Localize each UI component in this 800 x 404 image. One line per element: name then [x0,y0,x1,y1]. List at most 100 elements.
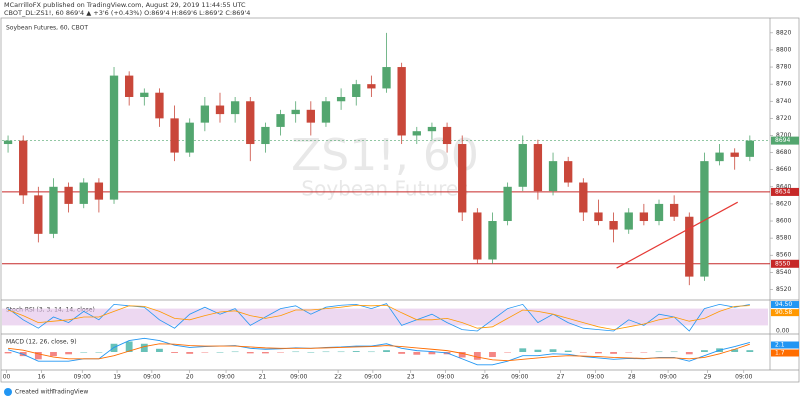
candle-body [488,221,497,260]
candle-body [34,195,43,234]
macd-histogram [534,349,542,352]
candle-body [291,109,300,115]
price-label-box [771,259,799,268]
macd-histogram [307,352,315,353]
y-tick-label: 8620 [776,200,791,207]
y-tick-label: 0.00 [776,328,790,335]
candle-body [261,126,270,145]
candle-body [397,67,406,136]
macd-histogram [140,343,148,352]
macd-histogram [4,352,12,354]
value-label: 94.50 [775,301,792,308]
y-tick-label: 8560 [776,252,791,259]
macd-histogram [367,351,375,353]
macd-histogram [610,352,617,354]
x-tick-label: 09:00 [290,374,307,381]
x-tick-label: 16 [38,374,46,381]
y-tick-label: 8680 [776,149,791,156]
candle-body [427,126,437,132]
macd-histogram [685,352,693,355]
x-tick-label: 09:00 [587,374,604,381]
footer-brand[interactable]: TradingView [51,389,88,396]
macd-histogram [731,349,739,352]
macd-histogram [352,351,360,352]
value-box [771,341,799,349]
candle-body [624,212,633,230]
y-tick-label: 8660 [776,166,791,173]
x-tick-label: 09:00 [659,374,676,381]
macd-histogram [156,348,163,352]
price-label: 8694 [775,137,790,144]
y-tick-label: 8800 [776,46,791,53]
brand-logo [4,388,12,396]
candle-body [276,114,285,127]
macd-histogram [65,352,73,355]
macd-line [8,343,750,362]
candle-body [306,109,315,123]
candle-body [79,182,88,204]
value-label: 2.1 [775,342,785,349]
candle-body [654,203,664,222]
macd-histogram [670,351,678,353]
candle-body [715,152,724,162]
macd-histogram [50,352,57,357]
y-tick-label: 8700 [776,132,791,139]
macd-histogram [746,350,754,352]
candle-body [639,212,649,222]
value-label: 1.7 [775,350,785,357]
x-tick-label: 09:00 [511,374,528,381]
y-tick-label: 8720 [776,115,791,122]
footer-created: Created with [15,389,54,396]
macd-line [7,337,750,366]
x-tick-label: 09:00 [143,374,160,381]
macd-histogram [216,352,224,353]
x-tick-label: 20 [186,374,194,381]
candle-body [230,101,240,115]
y-tick-label: 8520 [776,286,791,293]
x-tick-label: 09:00 [217,374,234,381]
macd-title: MACD (12, 26, close, 9) [6,339,77,346]
macd-histogram [246,352,254,354]
macd-histogram [595,352,602,354]
macd-histogram [398,352,406,354]
candle-body [700,161,709,277]
candle-body [533,144,543,192]
macd-histogram [80,352,88,353]
x-tick-label: 22 [334,374,342,381]
macd-histogram [322,351,330,353]
candle-body [367,84,376,89]
y-tick-label: 8820 [776,29,791,36]
candle-body [382,67,391,89]
x-tick-label: 09:00 [74,374,91,381]
candle-body [412,131,421,136]
macd-histogram [564,350,572,352]
price-label: 8550 [775,260,790,267]
x-tick-label: 26 [481,374,489,381]
x-tick-label: 09:00 [735,374,752,381]
candle-body [155,92,164,119]
stoch-line [7,304,750,331]
macd-histogram [549,349,557,352]
macd-histogram [201,352,209,353]
x-tick-label: 27 [557,374,565,381]
price-label-box [771,136,799,145]
macd-histogram [489,352,496,358]
candle-body [518,144,527,187]
x-tick-label: 00 [3,374,11,381]
candle-body [64,186,73,204]
candle-body [579,182,588,213]
candle-body [19,140,28,196]
candle-body [548,161,558,192]
value-label: 90.58 [775,309,792,316]
candle-body [458,144,467,213]
macd-histogram [337,351,345,353]
macd-histogram [383,350,390,352]
candle-body [246,101,255,145]
macd-histogram [701,350,708,352]
macd-histogram [655,351,663,353]
macd-histogram [95,352,103,353]
candle-body [745,140,754,157]
candle-body [109,75,119,200]
macd-histogram [34,352,42,360]
